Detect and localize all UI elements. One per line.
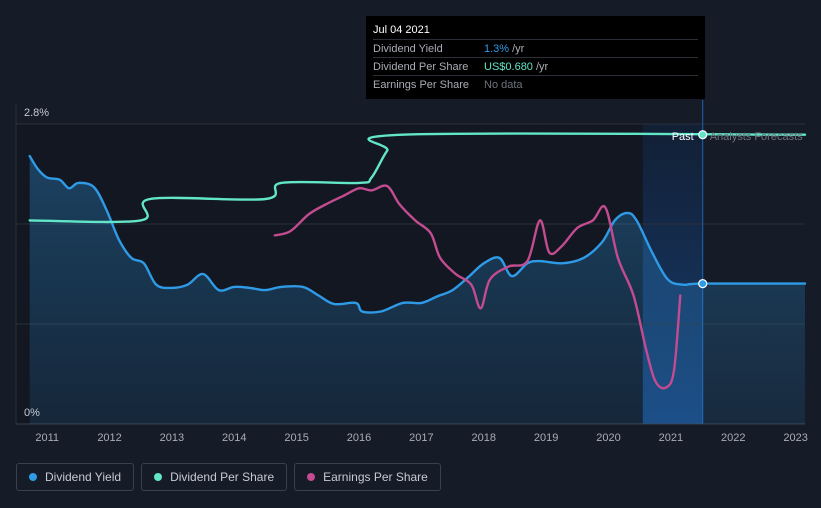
- past-label: Past: [672, 131, 694, 143]
- legend-item-dividend-per-share[interactable]: Dividend Per Share: [141, 463, 288, 491]
- dividend-per-share-marker: [698, 130, 708, 140]
- x-tick-label: 2012: [97, 432, 121, 444]
- x-tick-label: 2019: [534, 432, 558, 444]
- y-tick-label: 2.8%: [24, 107, 49, 119]
- legend-label: Earnings Per Share: [323, 470, 428, 484]
- legend-label: Dividend Per Share: [170, 470, 275, 484]
- legend-item-earnings-per-share[interactable]: Earnings Per Share: [294, 463, 441, 491]
- tooltip-unit: /yr: [535, 60, 549, 73]
- axis-layer: 2.8% 0% 2011 2012 2013 2014 2015 2016 2017 2018 20…: [24, 107, 808, 444]
- x-tick-label: 2016: [347, 432, 371, 444]
- tooltip-row-earnings-per-share: Earnings Per Share No data: [373, 75, 698, 93]
- dividend-per-share-line: [28, 132, 807, 224]
- series-layer: [28, 132, 807, 424]
- legend: Dividend Yield Dividend Per Share Earnin…: [16, 463, 441, 491]
- tooltip: Jul 04 2021 Dividend Yield 1.3%/yr Divid…: [366, 16, 705, 99]
- tooltip-date: Jul 04 2021: [373, 24, 430, 36]
- marker-layer: [698, 130, 708, 289]
- tooltip-value: US$0.680: [484, 60, 533, 73]
- x-tick-label: 2022: [721, 432, 745, 444]
- x-tick-label: 2015: [284, 432, 308, 444]
- tooltip-row-dividend-yield: Dividend Yield 1.3%/yr: [373, 39, 698, 57]
- forecast-label: Analysts Forecasts: [710, 131, 803, 143]
- legend-label: Dividend Yield: [45, 470, 122, 484]
- x-tick-label: 2020: [596, 432, 620, 444]
- x-tick-label: 2014: [222, 432, 246, 444]
- tooltip-value: 1.3%: [484, 42, 510, 55]
- earnings-per-share-line: [273, 184, 682, 390]
- dividend-yield-area: [29, 156, 805, 424]
- x-tick-label: 2017: [409, 432, 433, 444]
- legend-dot-icon: [307, 473, 316, 481]
- x-tick-label: 2021: [659, 432, 683, 444]
- y-tick-label: 0%: [24, 407, 40, 419]
- legend-dot-icon: [154, 473, 163, 481]
- tooltip-row-dividend-per-share: Dividend Per Share US$0.680/yr: [373, 57, 698, 75]
- x-tick-label: 2023: [783, 432, 807, 444]
- x-tick-label: 2018: [472, 432, 496, 444]
- tooltip-label: Dividend Yield: [373, 42, 443, 55]
- tooltip-unit: /yr: [512, 42, 525, 55]
- x-tick-label: 2013: [160, 432, 184, 444]
- legend-dot-icon: [29, 473, 37, 481]
- x-tick-label: 2011: [35, 432, 59, 444]
- legend-item-dividend-yield[interactable]: Dividend Yield: [16, 463, 135, 491]
- tooltip-value: No data: [484, 78, 523, 91]
- tooltip-label: Dividend Per Share: [373, 60, 469, 73]
- dividend-yield-marker: [698, 279, 708, 289]
- tooltip-label: Earnings Per Share: [373, 78, 469, 91]
